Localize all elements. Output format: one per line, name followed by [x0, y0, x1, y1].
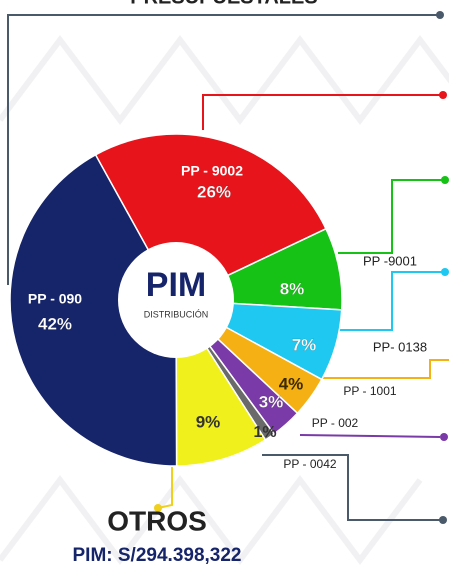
category-label: PP- 0138: [373, 339, 427, 354]
value-label: 8%: [280, 279, 305, 298]
value-label: 3%: [259, 392, 284, 411]
pattern: [0, 35, 449, 565]
category-label: PP - 0042: [283, 457, 336, 471]
value-label: 7%: [292, 335, 317, 354]
value-label: 42%: [38, 314, 72, 333]
chart-title: PRESUPUESTALES: [130, 0, 317, 8]
total-label: PIM: S/294.398,322: [73, 545, 242, 566]
category-label: PP - 1001: [343, 384, 396, 398]
slices: [9, 133, 343, 467]
category-label: PP - 9002: [181, 163, 243, 179]
value-label: 4%: [279, 374, 304, 393]
center-title: PIM: [146, 266, 206, 304]
category-label: OTROS: [107, 505, 207, 536]
donut-hole: [118, 242, 234, 358]
value-label: 9%: [196, 412, 221, 431]
category-label: PP - 002: [312, 416, 359, 430]
center-subtitle: DISTRIBUCIÓN: [144, 309, 209, 319]
value-label: 1%: [253, 424, 276, 441]
slice: [9, 153, 178, 467]
leader-lines: [7, 11, 449, 524]
category-label: PP -9001: [363, 253, 417, 268]
value-label: 26%: [197, 182, 231, 201]
category-label: PP - 090: [28, 291, 82, 307]
